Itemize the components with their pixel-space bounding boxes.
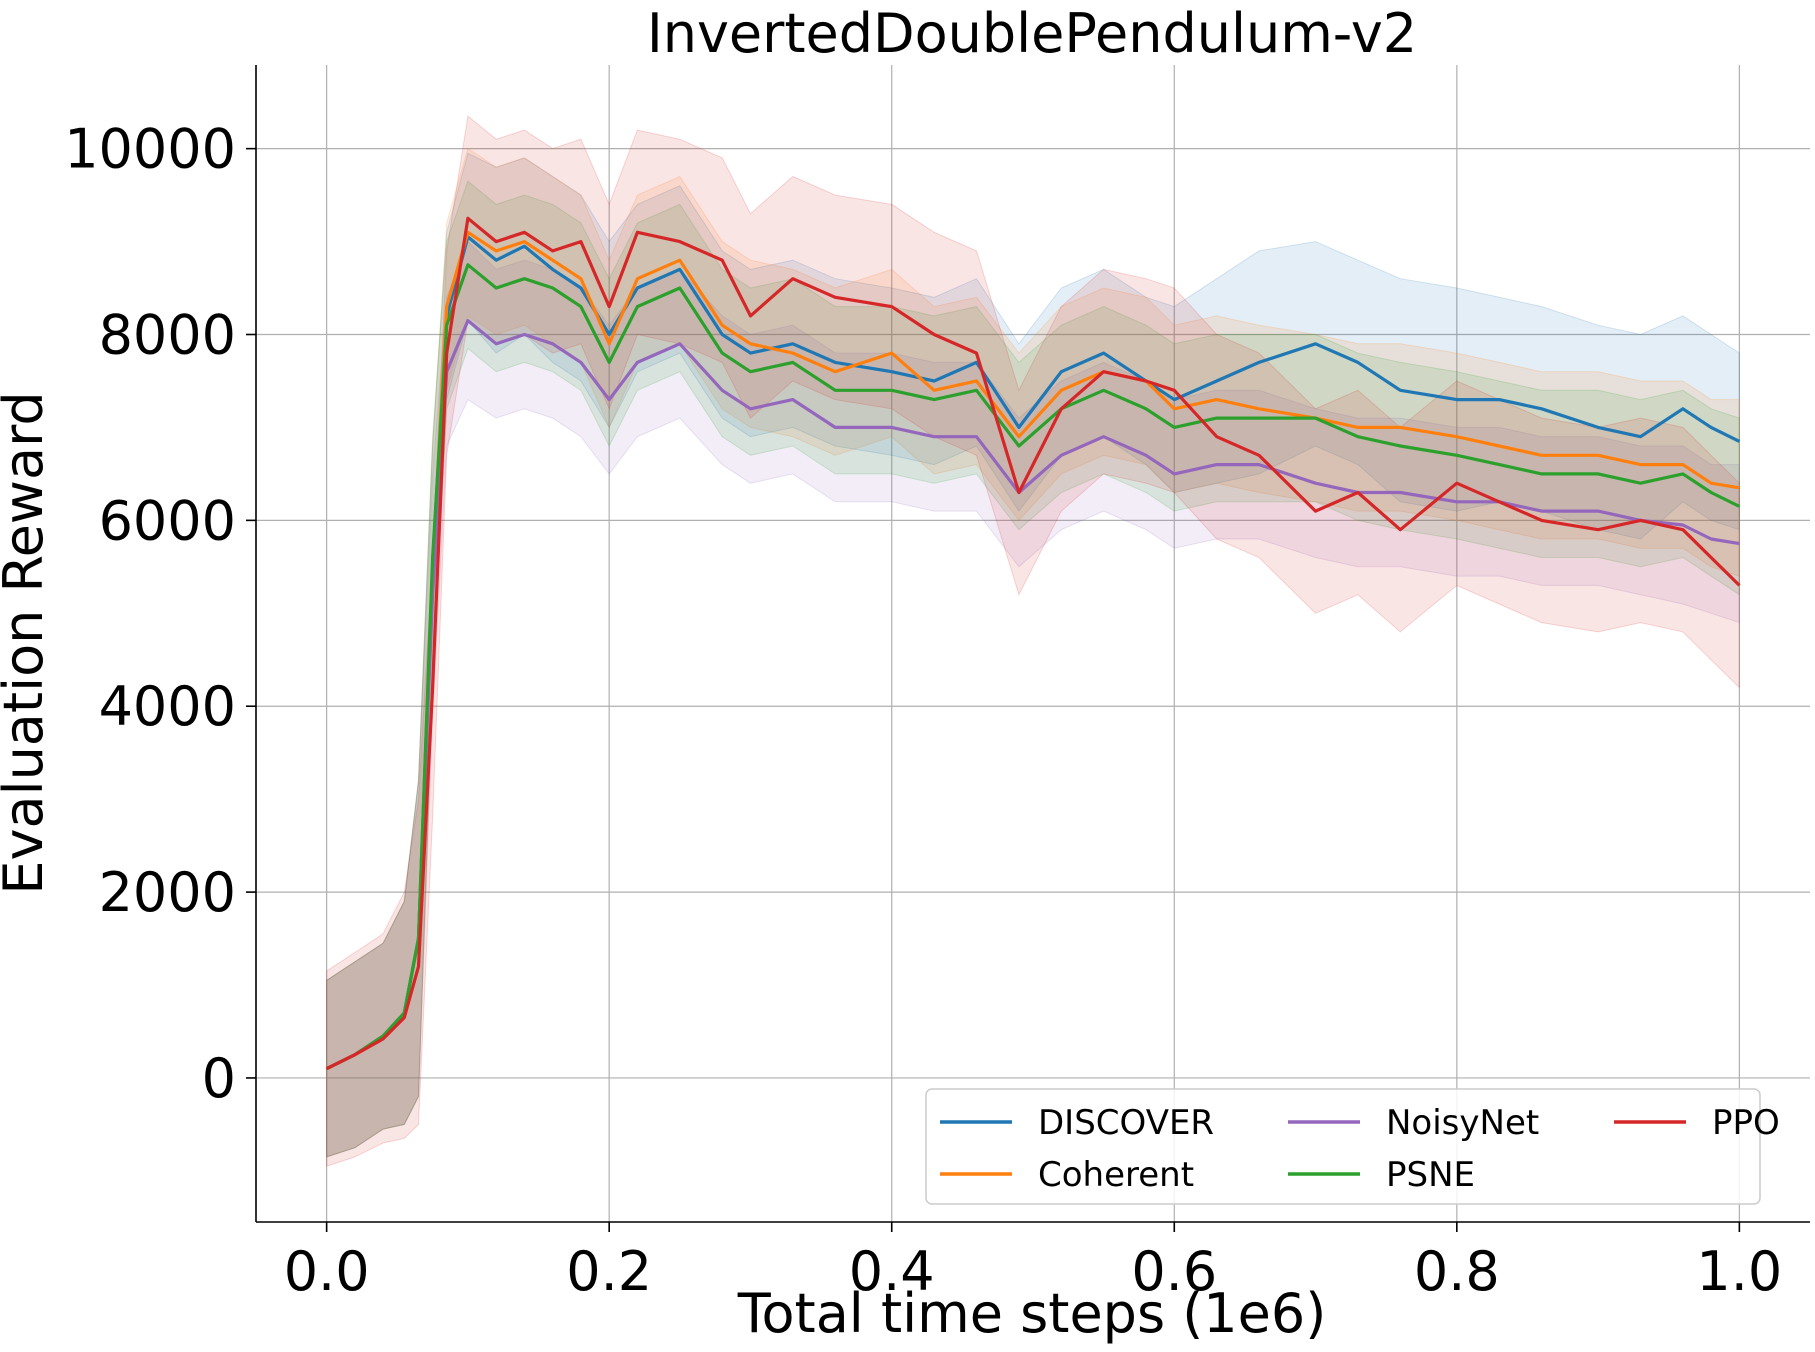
ppo-band: [326, 115, 1740, 1167]
y-axis-label: Evaluation Reward: [0, 391, 55, 894]
y-tick-label: 0: [202, 1047, 236, 1110]
noisynet-line: [325, 319, 1740, 1071]
x-tick-label: 0.4: [849, 1240, 935, 1303]
coherent-band: [326, 147, 1740, 1158]
legend-label-coherent: Coherent: [1038, 1155, 1194, 1195]
x-tick-label: 0.0: [284, 1240, 370, 1303]
legend-label-noisynet: NoisyNet: [1386, 1103, 1539, 1143]
legend-frame: [925, 1088, 1761, 1205]
y-tick-label: 6000: [99, 489, 236, 552]
legend-label-psne: PSNE: [1386, 1155, 1475, 1195]
series-lines: [325, 216, 1741, 1071]
confidence-bands: [326, 115, 1740, 1167]
x-tick-label: 0.8: [1414, 1240, 1500, 1303]
coherent-line: [325, 230, 1740, 1071]
x-tick-label: 1.0: [1696, 1240, 1782, 1303]
legend-label-discover: DISCOVER: [1038, 1103, 1214, 1143]
y-tick-label: 8000: [99, 304, 236, 367]
x-tick-label: 0.2: [566, 1240, 652, 1303]
y-axis-ticks: 0 2000 4000 6000 8000 10000: [64, 118, 256, 1110]
axes-spines: [255, 65, 1810, 1223]
y-tick-label: 2000: [99, 861, 236, 924]
psne-band: [326, 180, 1740, 1158]
legend: DISCOVER Coherent NoisyNet PSNE PPO: [925, 1088, 1780, 1205]
x-axis-ticks: 0.0 0.2 0.4 0.6 0.8 1.0: [284, 1222, 1782, 1303]
legend-label-ppo: PPO: [1712, 1103, 1780, 1143]
x-axis-label: Total time steps (1e6): [737, 1282, 1327, 1345]
ppo-line: [325, 216, 1741, 1071]
chart-title: InvertedDoublePendulum-v2: [647, 2, 1417, 65]
discover-band: [326, 152, 1740, 1158]
x-tick-label: 0.6: [1131, 1240, 1217, 1303]
y-tick-label: 4000: [99, 675, 236, 738]
y-tick-label: 10000: [64, 118, 236, 181]
